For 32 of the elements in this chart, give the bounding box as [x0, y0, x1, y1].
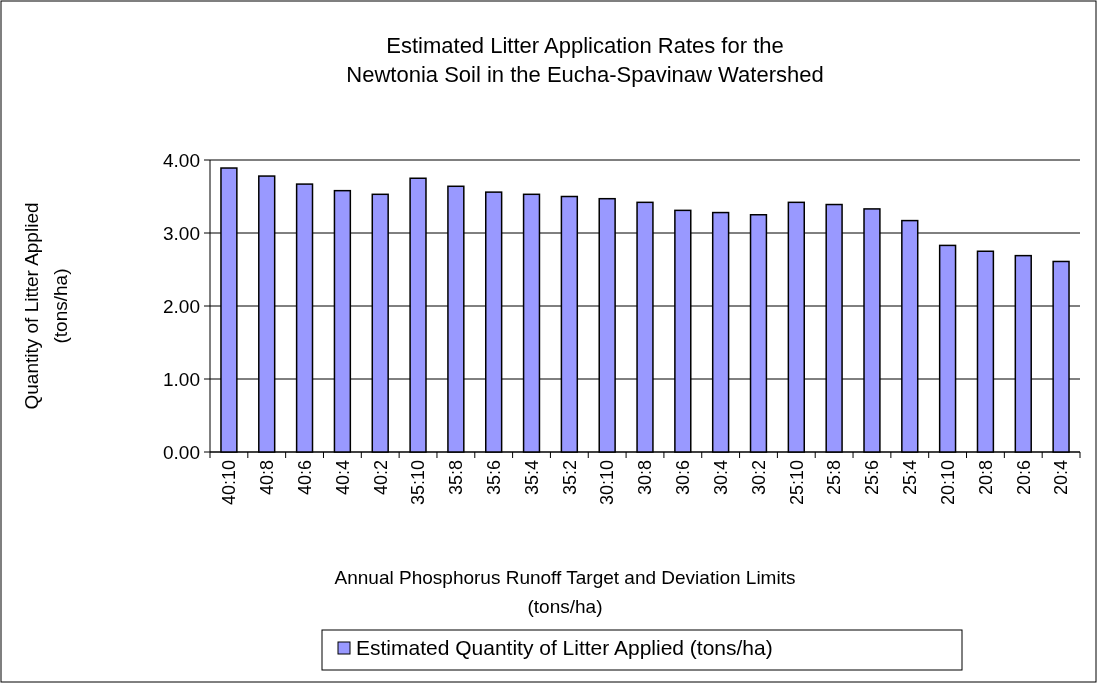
x-tick-label: 40:2 [370, 460, 391, 496]
x-tick-label: 35:2 [559, 460, 580, 496]
legend-label: Estimated Quantity of Litter Applied (tons/ha) [356, 636, 773, 660]
x-tick-label: 20:4 [1051, 460, 1072, 496]
x-tick-label: 20:6 [1013, 460, 1034, 496]
x-tick-label: 30:10 [597, 460, 618, 506]
x-tick-label: 40:10 [219, 460, 240, 506]
x-axis-title: Annual Phosphorus Runoff Target and Deviation Limits (tons/ha) [334, 567, 796, 617]
x-tick-label: 35:6 [484, 460, 504, 496]
x-tick-label: 40:4 [332, 460, 353, 496]
chart-title: Estimated Litter Application Rates for the Newtonia Soil in the Eucha-Spavinaw Watershed [346, 33, 824, 87]
x-tick-label: 25:4 [900, 460, 921, 496]
x-tick-label: 35:10 [408, 460, 429, 506]
y-tick-label: 2.00 [163, 295, 200, 317]
x-tick-label: 30:4 [710, 460, 731, 496]
x-tick-label: 30:6 [673, 460, 694, 496]
x-tick-label: 25:6 [862, 460, 883, 496]
x-tick-label: 35:8 [446, 460, 467, 496]
y-tick-label: 1.00 [163, 368, 200, 390]
x-tick-label: 20:8 [975, 460, 996, 496]
x-tick-label: 40:8 [257, 460, 278, 496]
x-tick-label: 30:2 [748, 460, 769, 496]
x-tick-label: 40:6 [294, 460, 315, 496]
x-tick-label: 25:8 [824, 460, 845, 496]
y-tick-label: 3.00 [163, 222, 200, 244]
x-tick-label: 30:8 [635, 460, 656, 496]
x-tick-label: 35:4 [521, 460, 542, 496]
y-tick-label: 0.00 [163, 441, 200, 463]
y-axis-title: Quantity of Litter Applied (tons/ha) [21, 202, 71, 410]
y-tick-label: 4.00 [163, 149, 200, 171]
x-tick-label: 25:10 [786, 460, 807, 506]
x-tick-label: 20:10 [937, 460, 958, 506]
